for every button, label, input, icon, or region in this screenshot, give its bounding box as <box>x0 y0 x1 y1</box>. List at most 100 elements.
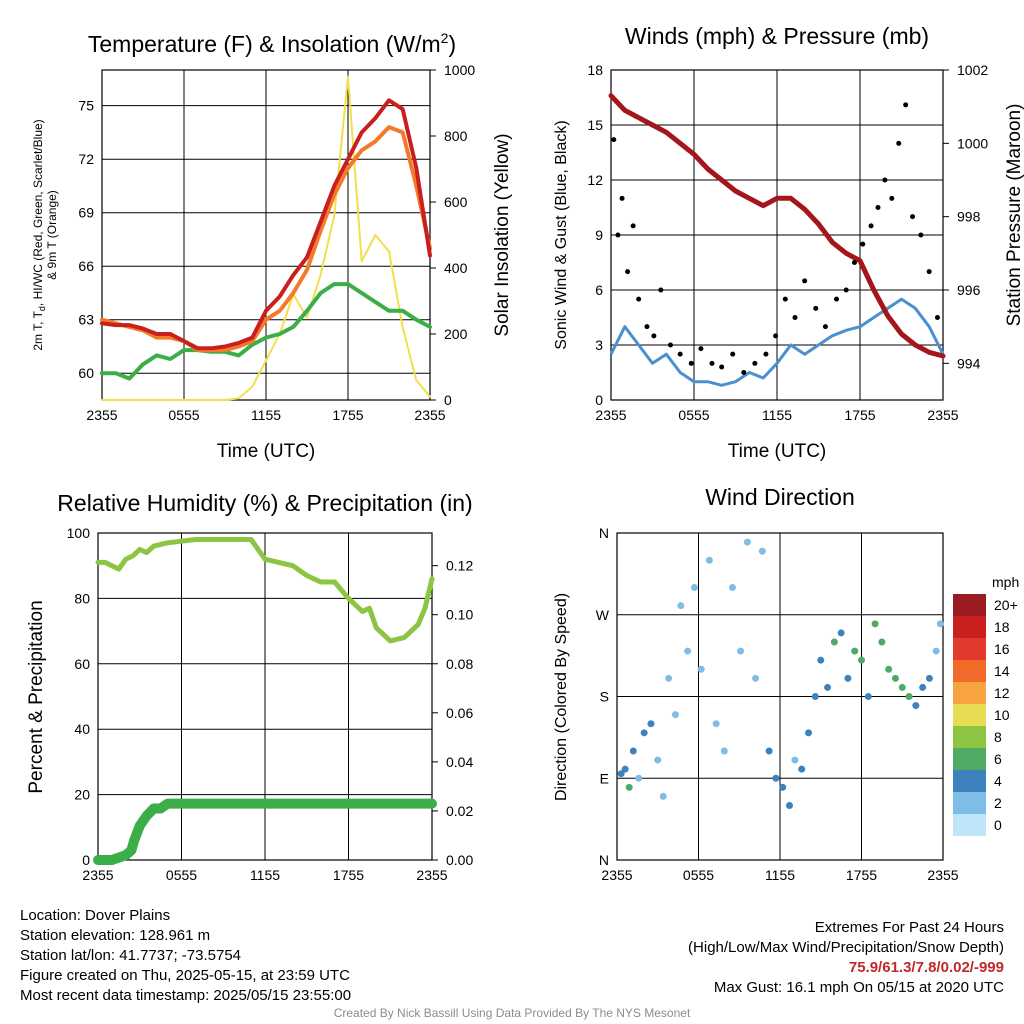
y-tick-label-right: 0.12 <box>446 558 473 574</box>
credit-line: Created By Nick Bassill Using Data Provi… <box>333 1006 691 1020</box>
y-tick-label-left: N <box>599 852 609 868</box>
gust-point <box>851 260 857 265</box>
gust-point <box>630 223 636 229</box>
chart-title: Temperature (F) & Insolation (W/m2) <box>88 30 456 57</box>
legend-swatch <box>953 814 986 836</box>
direction-point <box>925 674 933 682</box>
y-tick-label-right: 1002 <box>957 62 988 78</box>
direction-point <box>758 547 766 555</box>
y-tick-label-left: 60 <box>74 656 90 672</box>
y-axis-label-left-line2: & 9m T (Orange) <box>45 190 59 280</box>
y-tick-label-left: 40 <box>74 721 90 737</box>
direction-point <box>765 747 773 755</box>
direction-point <box>752 674 760 682</box>
legend-title: mph <box>992 574 1019 590</box>
x-tick-label: 0555 <box>166 867 197 883</box>
y-tick-label-right: 1000 <box>957 135 988 151</box>
direction-point <box>878 638 886 646</box>
y-tick-label-right: 0.08 <box>446 656 473 672</box>
station-elevation: Station elevation: 128.961 m <box>20 927 211 944</box>
legend-swatch <box>953 660 986 682</box>
gust-point <box>677 351 683 357</box>
x-tick-label: 2355 <box>595 407 626 423</box>
y-tick-label-left: 75 <box>78 98 94 114</box>
figure-created: Figure created on Thu, 2025-05-15, at 23… <box>20 967 350 984</box>
direction-point <box>640 729 648 737</box>
direction-point <box>912 702 920 710</box>
direction-point <box>837 629 845 637</box>
extremes-values: 75.9/61.3/7.8/0.02/-999 <box>848 959 1004 976</box>
gust-point <box>644 324 650 330</box>
gust-point <box>688 360 694 366</box>
x-tick-label: 2355 <box>927 407 958 423</box>
gust-point <box>667 342 673 348</box>
gust-point <box>730 351 736 357</box>
direction-point <box>885 665 893 673</box>
y-tick-label-right: 0.02 <box>446 803 473 819</box>
legend-label: 8 <box>994 729 1002 745</box>
direction-point <box>864 693 872 700</box>
y-tick-label-left: 72 <box>78 151 94 167</box>
legend-label: 20+ <box>994 597 1018 613</box>
y-tick-label-left: 69 <box>78 205 94 221</box>
legend-label: 12 <box>994 685 1010 701</box>
direction-point <box>786 802 794 809</box>
y-tick-label-left: N <box>599 525 609 541</box>
y-axis-label-right: Solar Insolation (Yellow) <box>492 133 513 336</box>
direction-point <box>891 674 899 682</box>
series-line-wind <box>609 297 945 387</box>
gust-point <box>615 232 621 238</box>
legend-swatch <box>953 682 986 704</box>
gust-point <box>843 287 849 293</box>
gust-point <box>719 364 725 370</box>
direction-point <box>737 647 745 655</box>
y-tick-label-left: 9 <box>595 227 603 243</box>
gust-point <box>658 287 664 293</box>
gust-point <box>822 324 828 330</box>
legend-swatch <box>953 726 986 748</box>
direction-point <box>871 620 879 628</box>
gust-point <box>918 232 924 238</box>
direction-point <box>858 656 865 664</box>
series-line <box>100 98 432 351</box>
y-tick-label-right: 600 <box>444 194 468 210</box>
direction-point <box>684 647 692 655</box>
direction-point <box>779 783 787 791</box>
recent-timestamp: Most recent data timestamp: 2025/05/15 2… <box>20 987 352 1004</box>
x-tick-label: 0555 <box>168 407 199 423</box>
direction-point <box>625 783 633 791</box>
legend-label: 6 <box>994 751 1002 767</box>
y-tick-label-left: 18 <box>587 62 603 78</box>
chart-title: Relative Humidity (%) & Precipitation (i… <box>57 490 472 516</box>
x-tick-label: 2355 <box>601 867 632 883</box>
x-tick-label: 1755 <box>846 867 877 883</box>
chart-title-sup: 2 <box>441 30 449 46</box>
gust-point <box>903 102 909 108</box>
gust-point <box>882 177 888 183</box>
y-axis-label-left-sub: d <box>37 306 47 311</box>
gust-point <box>934 315 940 320</box>
x-axis-label: Time (UTC) <box>217 441 316 462</box>
direction-point <box>705 556 713 564</box>
station-info: Location: Dover Plains Station elevation… <box>20 906 351 1006</box>
gust-point <box>625 269 631 275</box>
legend-swatch <box>953 770 986 792</box>
direction-point <box>635 774 643 782</box>
gust-point <box>875 205 881 210</box>
x-axis-label: Time (UTC) <box>728 441 827 462</box>
direction-point <box>629 747 637 755</box>
y-tick-label-left: 3 <box>595 337 603 353</box>
direction-point <box>905 693 913 700</box>
direction-point <box>817 656 825 664</box>
y-axis-label-right: Station Pressure (Maroon) <box>1004 104 1024 327</box>
series-line <box>100 125 432 353</box>
gust-point <box>741 370 747 375</box>
y-tick-label-left: S <box>600 689 609 705</box>
legend-label: 16 <box>994 641 1010 657</box>
direction-point <box>798 765 806 773</box>
direction-point <box>824 683 832 691</box>
direction-point <box>647 720 655 728</box>
x-tick-label: 0555 <box>678 407 709 423</box>
y-tick-label-left: 63 <box>78 312 94 328</box>
